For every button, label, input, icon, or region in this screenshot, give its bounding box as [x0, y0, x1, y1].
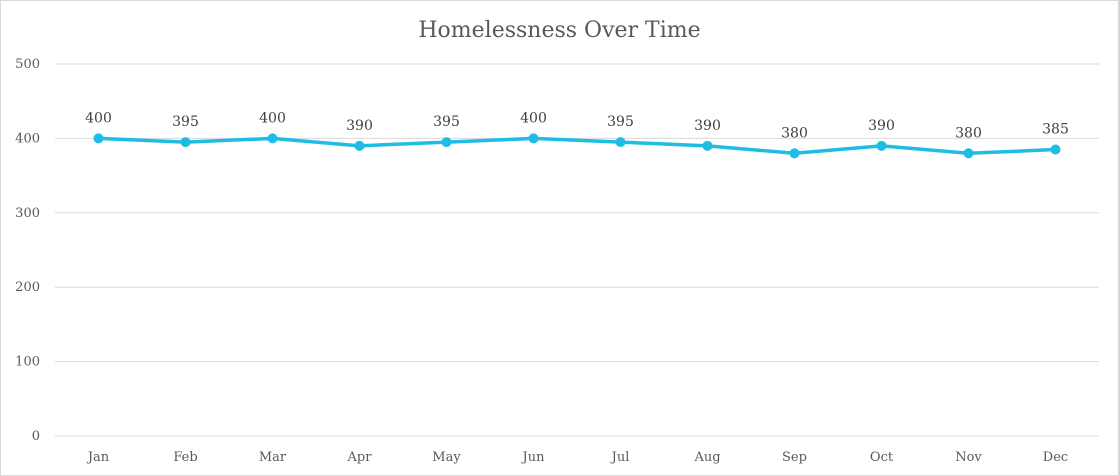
- data-label: 395: [172, 114, 199, 130]
- data-point: [789, 148, 800, 159]
- x-tick-label: Aug: [693, 450, 720, 465]
- y-axis-ticks: 0 100 200 300 400 500: [15, 57, 40, 444]
- x-tick-label: Sep: [782, 450, 807, 465]
- data-point: [441, 137, 452, 148]
- data-label: 400: [85, 110, 112, 126]
- data-point: [615, 137, 626, 148]
- data-label: 400: [259, 110, 286, 126]
- data-point: [963, 148, 974, 159]
- data-label: 395: [607, 114, 634, 130]
- data-point: [702, 140, 713, 151]
- x-tick-label: Nov: [955, 450, 982, 465]
- y-tick-label: 200: [15, 280, 40, 295]
- data-label: 390: [868, 118, 895, 134]
- data-point: [267, 133, 278, 144]
- data-point: [93, 133, 104, 144]
- data-label: 390: [694, 118, 721, 134]
- x-tick-label: Jun: [521, 450, 546, 465]
- y-tick-label: 0: [32, 429, 40, 444]
- data-label: 400: [520, 110, 547, 126]
- data-label: 380: [781, 125, 808, 141]
- x-tick-label: Dec: [1043, 450, 1068, 465]
- data-label: 380: [955, 125, 982, 141]
- data-point: [528, 133, 539, 144]
- x-tick-label: May: [432, 450, 461, 465]
- data-label: 385: [1042, 122, 1069, 138]
- data-point: [180, 137, 191, 148]
- data-point: [354, 140, 365, 151]
- x-tick-label: Apr: [347, 450, 373, 465]
- x-axis-ticks: Jan Feb Mar Apr May Jun Jul Aug Sep Oct Nov Dec: [86, 450, 1068, 465]
- x-tick-label: Oct: [870, 450, 894, 465]
- y-tick-label: 100: [15, 355, 40, 370]
- x-tick-label: Feb: [173, 450, 197, 465]
- data-label: 390: [346, 118, 373, 134]
- data-label: 395: [433, 114, 460, 130]
- x-tick-label: Mar: [259, 450, 287, 465]
- y-tick-label: 400: [15, 131, 40, 146]
- y-grid: [55, 63, 1099, 437]
- x-tick-label: Jan: [86, 450, 110, 465]
- y-tick-label: 500: [15, 57, 40, 72]
- series-points: [93, 133, 1061, 159]
- data-point: [876, 140, 887, 151]
- chart-title: Homelessness Over Time: [418, 18, 700, 43]
- y-tick-label: 300: [15, 206, 40, 221]
- series-line: [96, 136, 1058, 156]
- x-tick-label: Jul: [610, 450, 630, 465]
- data-point: [1050, 144, 1061, 155]
- data-labels: 400 395 400 390 395 400 395 390 380 390 380 385: [85, 110, 1069, 141]
